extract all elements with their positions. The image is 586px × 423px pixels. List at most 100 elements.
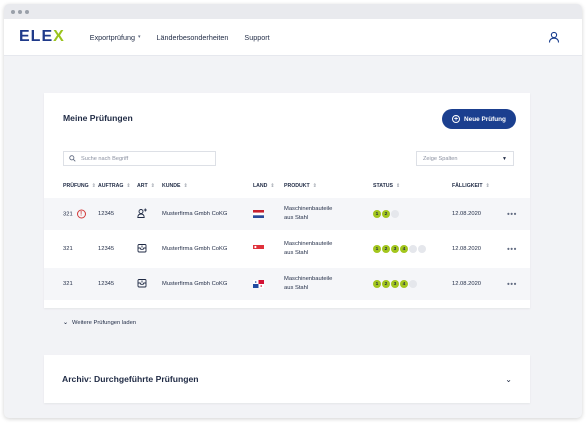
- singapore-flag-icon: [253, 245, 264, 253]
- column-header-pruefung[interactable]: PRÜFUNG ⇕: [63, 183, 96, 189]
- produkt-line: Maschinenbauteile: [284, 276, 333, 282]
- columns-select-label: Zeige Spalten: [423, 155, 458, 162]
- page-title: Meine Prüfungen: [63, 113, 133, 123]
- column-header-label: STATUS: [373, 183, 393, 189]
- status-step: 4: [400, 280, 408, 288]
- logo-x: X: [53, 28, 65, 45]
- archive-title: Archiv: Durchgeführte Prüfungen: [62, 374, 199, 384]
- status-step: 5: [409, 280, 417, 288]
- column-header-kunde[interactable]: KUNDE ⇕: [162, 183, 188, 189]
- produkt-line: aus Stahl: [284, 285, 309, 291]
- art-cell: [137, 243, 147, 255]
- nav-item-laenderbesonderheiten[interactable]: Länderbesonderheiten: [156, 33, 228, 42]
- status-step: 6: [418, 245, 426, 253]
- nav-item-exportpruefung[interactable]: Exportprüfung ▾: [90, 33, 141, 42]
- column-header-faelligkeit[interactable]: FÄLLIGKEIT ⇕: [452, 183, 490, 189]
- nav-item-label: Länderbesonderheiten: [156, 32, 229, 42]
- load-more-label: Weitere Prüfungen laden: [72, 319, 137, 326]
- status-step: 5: [409, 245, 417, 253]
- table-row[interactable]: 321 12345 Musterfirma Gmbh CoKG Maschine…: [44, 268, 530, 300]
- panama-flag-icon: [253, 280, 264, 288]
- chevron-down-icon[interactable]: ⌄: [505, 374, 512, 384]
- sort-icon: ⇕: [312, 183, 317, 189]
- status-step: 2: [382, 210, 390, 218]
- table-row[interactable]: 321 12345 Musterfirma Gmbh CoKG Maschine…: [44, 233, 530, 265]
- chevron-down-icon: ⌄: [63, 320, 69, 326]
- sort-icon: ⇕: [395, 183, 401, 189]
- status-step: 1: [373, 210, 381, 218]
- kunde-cell: Musterfirma Gmbh CoKG: [162, 281, 228, 287]
- new-pruefung-button[interactable]: + Neue Prüfung: [442, 109, 516, 129]
- nav-item-support[interactable]: Support: [244, 33, 269, 42]
- more-options-icon[interactable]: •••: [507, 209, 517, 219]
- auftrag-cell: 12345: [98, 246, 115, 252]
- sort-icon: ⇕: [150, 183, 155, 189]
- search-input[interactable]: [81, 155, 201, 162]
- sort-icon: ⇕: [270, 183, 275, 189]
- plus-circle-icon: +: [452, 115, 461, 123]
- column-header-produkt[interactable]: PRODUKT ⇕: [284, 183, 317, 189]
- window-dot: [25, 9, 29, 14]
- nav-item-label: Exportprüfung: [89, 32, 135, 42]
- nav-item-label: Support: [244, 32, 270, 42]
- column-header-label: PRÜFUNG: [63, 183, 89, 189]
- produkt-cell: Maschinenbauteile aus Stahl: [284, 240, 344, 258]
- column-header-status[interactable]: STATUS ⇕: [373, 183, 400, 189]
- kunde-cell: Musterfirma Gmbh CoKG: [162, 211, 228, 217]
- pruefung-cell: 321!: [63, 209, 86, 219]
- elex-logo[interactable]: ELE X: [19, 28, 65, 46]
- pruefungen-card: Meine Prüfungen + Neue Prüfung Zeige Spa…: [44, 93, 530, 326]
- package-icon: [137, 279, 147, 288]
- table-header: PRÜFUNG ⇕ AUFTRAG ⇕ ART ⇕ KUNDE ⇕ LAND ⇕ PROD…: [44, 181, 530, 193]
- produkt-line: Maschinenbauteile: [284, 206, 333, 212]
- archive-card[interactable]: Archiv: Durchgeführte Prüfungen ⌄: [44, 355, 530, 403]
- produkt-cell: Maschinenbauteile aus Stahl: [284, 275, 344, 293]
- land-cell: [253, 245, 264, 253]
- more-options-icon[interactable]: •••: [507, 279, 517, 289]
- status-step: 2: [382, 280, 390, 288]
- faelligkeit-cell: 12.08.2020: [452, 211, 482, 217]
- status-step: 1: [373, 280, 381, 288]
- table-row[interactable]: 321! 12345 Musterfirma Gmbh CoKG Maschin…: [44, 198, 530, 230]
- sort-icon: ⇕: [183, 183, 188, 189]
- column-header-label: FÄLLIGKEIT: [452, 183, 483, 189]
- art-cell: [137, 278, 147, 290]
- produkt-cell: Maschinenbauteile aus Stahl: [284, 205, 344, 223]
- window-dot: [11, 9, 15, 14]
- produkt-line: Maschinenbauteile: [284, 241, 333, 247]
- column-header-label: LAND: [253, 183, 268, 189]
- netherlands-flag-icon: [253, 210, 264, 218]
- load-more-button[interactable]: ⌄ Weitere Prüfungen laden: [63, 319, 137, 327]
- auftrag-cell: 12345: [98, 211, 115, 217]
- more-options-icon[interactable]: •••: [507, 244, 517, 254]
- status-step: 2: [382, 245, 390, 253]
- column-header-art[interactable]: ART ⇕: [137, 183, 155, 189]
- status-step: 1: [373, 245, 381, 253]
- logo-text: ELE: [19, 28, 54, 45]
- search-box[interactable]: [63, 151, 216, 166]
- person-add-icon: [137, 208, 147, 218]
- land-cell: [253, 210, 264, 218]
- sort-icon: ⇕: [126, 183, 131, 189]
- faelligkeit-cell: 12.08.2020: [452, 281, 482, 287]
- user-icon[interactable]: [548, 31, 560, 43]
- pruefung-id: 321: [63, 211, 73, 218]
- warning-icon: !: [76, 209, 86, 219]
- column-header-auftrag[interactable]: AUFTRAG ⇕: [98, 183, 131, 189]
- top-navigation: ELE X Exportprüfung ▾ Länderbesonderheite…: [4, 19, 582, 56]
- columns-select[interactable]: Zeige Spalten ▼: [416, 151, 514, 166]
- faelligkeit-cell: 12.08.2020: [452, 246, 482, 252]
- land-cell: [253, 280, 264, 288]
- status-step: 3: [391, 280, 399, 288]
- pruefung-cell: 321: [63, 246, 73, 252]
- status-step: 4: [400, 245, 408, 253]
- package-icon: [137, 244, 147, 253]
- column-header-label: KUNDE: [162, 183, 181, 189]
- pruefung-cell: 321: [63, 281, 73, 287]
- column-header-label: PRODUKT: [284, 183, 310, 189]
- auftrag-cell: 12345: [98, 281, 115, 287]
- column-header-land[interactable]: LAND ⇕: [253, 183, 275, 189]
